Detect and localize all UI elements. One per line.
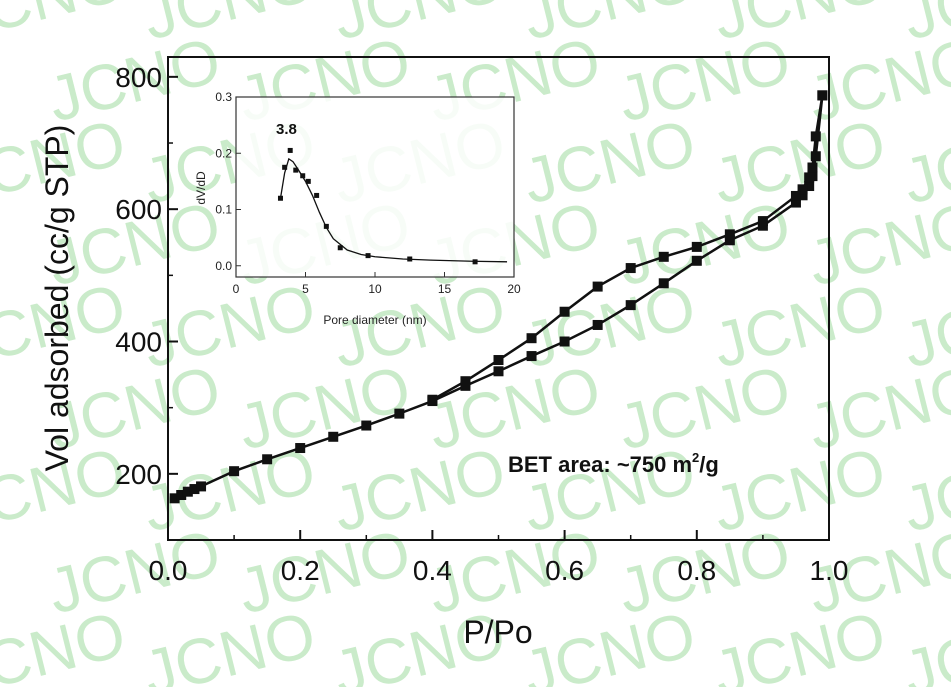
main-x-tick-label-5: 1.0 — [810, 555, 849, 586]
main-x-tick-label-1: 0.2 — [281, 555, 320, 586]
main-series-0-point-7 — [295, 443, 306, 454]
inset-point-7 — [323, 223, 329, 229]
main-x-tick-label-2: 0.4 — [413, 555, 452, 586]
main-series-0-point-18 — [658, 278, 669, 289]
inset-point-3 — [293, 167, 299, 173]
inset-point-5 — [305, 178, 311, 184]
main-x-tick-label-0: 0.0 — [149, 555, 188, 586]
inset-point-1 — [282, 164, 288, 170]
inset-point-4 — [300, 173, 306, 179]
inset-axis-ticks: 0 5 10 15 20 0.0 0.1 0.2 0.3 — [215, 90, 521, 296]
main-x-tick-label-4: 0.8 — [677, 555, 716, 586]
watermark-text-57: JCNO — [136, 598, 322, 687]
main-series-0-point-17 — [625, 300, 636, 311]
inset-point-11 — [472, 259, 478, 265]
inset-x-axis-title: Pore diameter (nm) — [323, 313, 426, 327]
main-series-0-point-5 — [229, 466, 240, 477]
main-x-tick-label-3: 0.6 — [545, 555, 584, 586]
inset-x-tick-label-0: 0 — [233, 282, 240, 296]
watermark-text-61: JCNO — [896, 598, 951, 687]
inset-x-tick-label-3: 15 — [438, 282, 452, 296]
main-series-1-point-16 — [427, 394, 438, 405]
inset-x-tick-label-2: 10 — [368, 282, 382, 296]
main-series-1-point-14 — [493, 355, 504, 366]
main-series-0-point-4 — [196, 481, 207, 492]
bet-area-suffix: /g — [699, 452, 719, 477]
bet-area-text: BET area: ~750 m — [508, 452, 692, 477]
main-series-1-point-2 — [807, 162, 818, 173]
inset-y-axis-title: dV/dD — [194, 171, 208, 205]
main-series-0-point-9 — [361, 420, 372, 431]
inset-peak-label: 3.8 — [276, 121, 297, 138]
main-series-0-point-20 — [724, 235, 735, 246]
main-series-0-point-6 — [262, 454, 273, 465]
main-series-1-point-11 — [592, 281, 603, 292]
main-series-0-point-16 — [592, 319, 603, 330]
main-series-1-point-15 — [460, 376, 471, 387]
inset-point-9 — [365, 253, 371, 259]
main-series-1-point-8 — [691, 241, 702, 252]
inset-point-6 — [314, 192, 320, 198]
main-series-0-point-3 — [189, 484, 200, 495]
main-isotherm-series — [169, 90, 828, 504]
inset-point-2 — [287, 147, 293, 153]
inset-pore-distribution-series — [277, 147, 508, 265]
main-series-0-point-15 — [559, 336, 570, 347]
main-series-0-point-13 — [493, 366, 504, 377]
main-series-1-point-10 — [625, 263, 636, 274]
bet-area-superscript: 2 — [692, 450, 699, 465]
inset-point-10 — [407, 256, 413, 262]
inset-y-tick-label-3: 0.3 — [215, 90, 232, 104]
main-x-axis-title: P/Po — [463, 614, 532, 650]
main-series-0-point-0 — [169, 493, 180, 504]
inset-x-tick-label-4: 20 — [507, 282, 521, 296]
watermark-text-0: JCNO — [0, 0, 132, 54]
main-series-0-point-19 — [691, 255, 702, 266]
main-series-0-point-8 — [328, 431, 339, 442]
main-series-1-point-0 — [817, 90, 828, 101]
inset-y-tick-label-0: 0.0 — [215, 259, 232, 273]
bet-area-annotation: BET area: ~750 m2/g — [508, 450, 719, 477]
main-series-1-point-12 — [559, 306, 570, 317]
main-series-0-point-2 — [182, 486, 193, 497]
main-series-1-point-6 — [757, 216, 768, 227]
main-series-0-point-26 — [810, 151, 821, 162]
main-series-0-point-14 — [526, 351, 537, 362]
main-series-1-point-9 — [658, 251, 669, 262]
main-series-1-point-4 — [797, 184, 808, 195]
inset-x-tick-label-1: 5 — [302, 282, 309, 296]
inset-y-tick-label-1: 0.1 — [215, 203, 232, 217]
main-series-0-point-23 — [797, 190, 808, 201]
main-series-1-point-5 — [790, 190, 801, 201]
main-y-tick-label-0: 200 — [115, 459, 162, 490]
inset-point-8 — [337, 245, 343, 251]
watermark-text-60: JCNO — [706, 598, 892, 687]
inset-y-tick-label-2: 0.2 — [215, 146, 232, 160]
main-series-0-point-22 — [790, 197, 801, 208]
inset-point-0 — [277, 195, 283, 201]
watermark-text-59: JCNO — [516, 598, 702, 687]
main-series-0-point-1 — [176, 490, 187, 501]
main-series-1-point-7 — [724, 229, 735, 240]
main-series-0-point-10 — [394, 408, 405, 419]
main-series-0-point-24 — [804, 181, 815, 192]
main-y-tick-label-3: 800 — [115, 62, 162, 93]
watermark-text-56: JCNO — [0, 598, 132, 687]
main-series-1-point-13 — [526, 333, 537, 344]
main-series-1-point-1 — [810, 131, 821, 142]
main-y-axis-title: Vol adsorbed (cc/g STP) — [39, 125, 75, 472]
main-y-tick-label-2: 600 — [115, 194, 162, 225]
main-y-tick-label-1: 400 — [115, 327, 162, 358]
main-series-1-point-3 — [804, 172, 815, 183]
